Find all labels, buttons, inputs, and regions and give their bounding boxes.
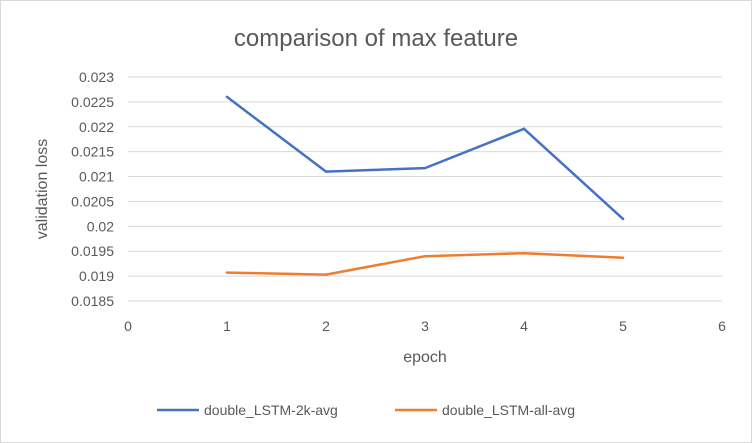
y-axis-ticks: 0.0185 0.019 0.0195 0.02 0.0205 0.021 0.0215 0.… <box>71 69 114 309</box>
data-point <box>423 166 427 170</box>
x-tick-label: 2 <box>322 318 330 334</box>
data-point <box>621 217 625 221</box>
gridlines <box>128 76 722 302</box>
series-line-1 <box>225 95 625 221</box>
y-tick-label: 0.023 <box>79 69 114 85</box>
y-tick-label: 0.0185 <box>71 293 114 309</box>
x-tick-label: 5 <box>619 318 627 334</box>
y-tick-label: 0.0195 <box>71 243 114 259</box>
data-point <box>621 256 625 259</box>
x-tick-label: 6 <box>718 318 726 334</box>
y-tick-label: 0.019 <box>79 268 114 284</box>
y-tick-label: 0.0215 <box>71 144 114 160</box>
data-point <box>225 95 229 99</box>
series-layer <box>225 95 625 276</box>
x-tick-label: 4 <box>520 318 528 334</box>
x-tick-label: 0 <box>124 318 132 334</box>
x-tick-label: 3 <box>421 318 429 334</box>
y-tick-label: 0.0225 <box>71 94 114 110</box>
x-axis-ticks: 0 1 2 3 4 5 6 <box>124 318 726 334</box>
x-tick-label: 1 <box>223 318 231 334</box>
x-axis-label: epoch <box>403 349 447 366</box>
y-tick-label: 0.022 <box>79 119 114 135</box>
legend-entry: double_LSTM-all-avg <box>442 402 575 418</box>
data-point <box>522 252 526 255</box>
data-point <box>324 273 328 276</box>
legend-entry: double_LSTM-2k-avg <box>204 402 338 418</box>
legend: double_LSTM-2k-avg double_LSTM-all-avg <box>157 402 575 418</box>
data-point <box>423 255 427 258</box>
data-point <box>225 271 229 274</box>
data-point <box>324 170 328 173</box>
y-tick-label: 0.0205 <box>71 193 114 209</box>
chart-title: comparison of max feature <box>234 25 518 52</box>
y-axis-label: validation loss <box>34 139 51 240</box>
data-point <box>522 127 526 130</box>
y-tick-label: 0.021 <box>79 169 114 185</box>
y-tick-label: 0.02 <box>87 218 114 234</box>
